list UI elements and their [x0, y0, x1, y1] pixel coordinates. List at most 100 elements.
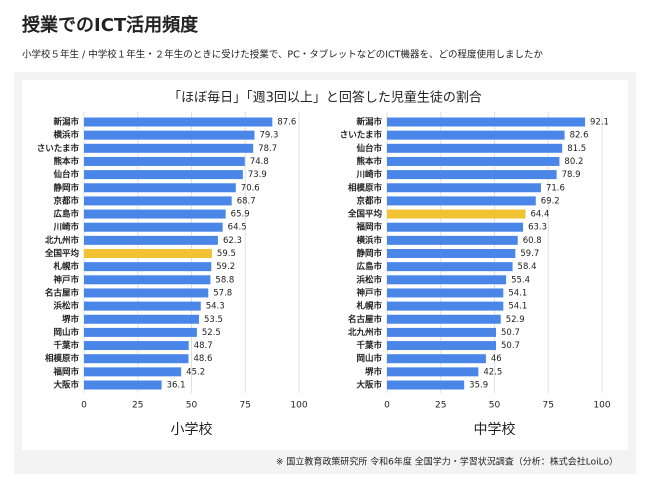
data-label: 55.4 [511, 275, 530, 285]
x-tick-label: 0 [384, 401, 390, 411]
data-label: 82.6 [570, 131, 589, 141]
y-tick-label: 仙台市 [356, 143, 382, 154]
data-label: 57.8 [213, 288, 232, 298]
data-label: 63.3 [528, 223, 547, 233]
x-tick-label: 0 [81, 401, 87, 411]
data-label: 74.8 [250, 157, 269, 167]
data-label: 78.9 [562, 170, 581, 180]
bar [387, 249, 516, 258]
y-tick-label: 北九州市 [348, 327, 383, 338]
y-tick-label: 熊本市 [356, 156, 382, 167]
bar [387, 117, 586, 127]
bar [84, 222, 223, 232]
y-tick-label: 川崎市 [355, 169, 382, 180]
bar [84, 156, 245, 166]
data-label: 46 [491, 354, 502, 364]
bar [84, 235, 218, 245]
bar [84, 249, 212, 258]
x-tick-label: 25 [435, 401, 446, 411]
y-tick-label: 京都市 [356, 195, 382, 206]
y-tick-label: 浜松市 [356, 274, 382, 285]
data-label: 65.9 [231, 210, 250, 220]
bar [387, 170, 557, 180]
y-tick-label: 福岡市 [52, 366, 79, 377]
bar [387, 341, 497, 351]
bar [387, 327, 497, 337]
bar [84, 275, 211, 285]
bar [84, 341, 189, 351]
x-tick-label: 75 [240, 401, 251, 411]
y-tick-label: 横浜市 [355, 235, 382, 246]
data-label: 68.7 [237, 196, 256, 206]
y-tick-label: 広島市 [356, 261, 382, 272]
data-label: 45.2 [186, 367, 205, 377]
data-label: 64.4 [530, 210, 549, 220]
y-tick-label: 相模原市 [348, 182, 383, 193]
bar [84, 301, 201, 311]
y-tick-label: 北九州市 [45, 235, 80, 246]
data-label: 62.3 [223, 236, 242, 246]
x-axis-label: 中学校 [474, 421, 516, 438]
figure-title: 「ほぼ毎日」「週3回以上」と回答した児童生徒の割合 [168, 90, 482, 106]
source-note: ※ 国立教育政策研究所 令和6年度 全国学力・学習状況調査（分析：株式会社Loi… [276, 456, 618, 468]
y-tick-label: 広島市 [53, 209, 79, 220]
bar [387, 380, 465, 390]
y-tick-label: 横浜市 [52, 130, 79, 141]
bar [387, 367, 479, 377]
data-label: 48.6 [193, 354, 212, 364]
bar [84, 367, 182, 377]
y-tick-label: 堺市 [62, 314, 80, 325]
bar [387, 354, 486, 364]
y-tick-label: 神戸市 [53, 274, 79, 285]
bar [387, 130, 565, 140]
data-label: 70.6 [241, 183, 260, 193]
x-tick-label: 50 [489, 401, 501, 411]
y-tick-label: 仙台市 [53, 169, 79, 180]
y-tick-label: 岡山市 [356, 353, 382, 364]
y-tick-label: 名古屋市 [348, 314, 383, 325]
y-tick-label: 福岡市 [355, 222, 382, 233]
page-title: 授業でのICT活用頻度 [22, 14, 199, 36]
y-tick-label: 新潟市 [53, 117, 79, 128]
bar [84, 288, 209, 298]
data-label: 35.9 [469, 381, 488, 391]
y-tick-label: 新潟市 [356, 117, 382, 128]
data-label: 36.1 [167, 381, 186, 391]
y-tick-label: 岡山市 [53, 327, 79, 338]
y-tick-label: 名古屋市 [45, 287, 80, 298]
bar [387, 262, 513, 272]
data-label: 81.5 [567, 144, 586, 154]
bar [387, 301, 504, 311]
data-label: 58.4 [518, 262, 537, 272]
data-label: 54.3 [206, 302, 225, 312]
y-tick-label: 浜松市 [53, 301, 79, 312]
bar [84, 380, 162, 390]
y-tick-label: 札幌市 [52, 261, 79, 272]
y-tick-label: さいたま市 [37, 143, 80, 154]
data-label: 53.5 [204, 315, 223, 325]
data-label: 87.6 [277, 118, 296, 128]
bar [387, 209, 526, 219]
data-label: 48.7 [194, 341, 213, 351]
data-label: 50.7 [501, 328, 520, 338]
y-tick-label: 大阪市 [356, 380, 382, 391]
y-tick-label: 神戸市 [356, 287, 382, 298]
data-label: 73.9 [248, 170, 267, 180]
x-axis-label: 小学校 [171, 421, 213, 438]
bar [387, 183, 541, 193]
data-label: 71.6 [546, 183, 565, 193]
x-tick-label: 100 [290, 401, 307, 411]
bar [387, 222, 524, 232]
bar [84, 354, 189, 364]
bar [84, 196, 232, 206]
y-tick-label: 静岡市 [356, 248, 382, 259]
data-label: 60.8 [523, 236, 542, 246]
y-tick-label: 川崎市 [52, 222, 79, 233]
bar [84, 209, 226, 219]
y-tick-label: 全国平均 [44, 248, 80, 259]
data-label: 42.5 [483, 367, 502, 377]
data-label: 59.5 [217, 249, 236, 259]
data-label: 59.7 [520, 249, 539, 259]
